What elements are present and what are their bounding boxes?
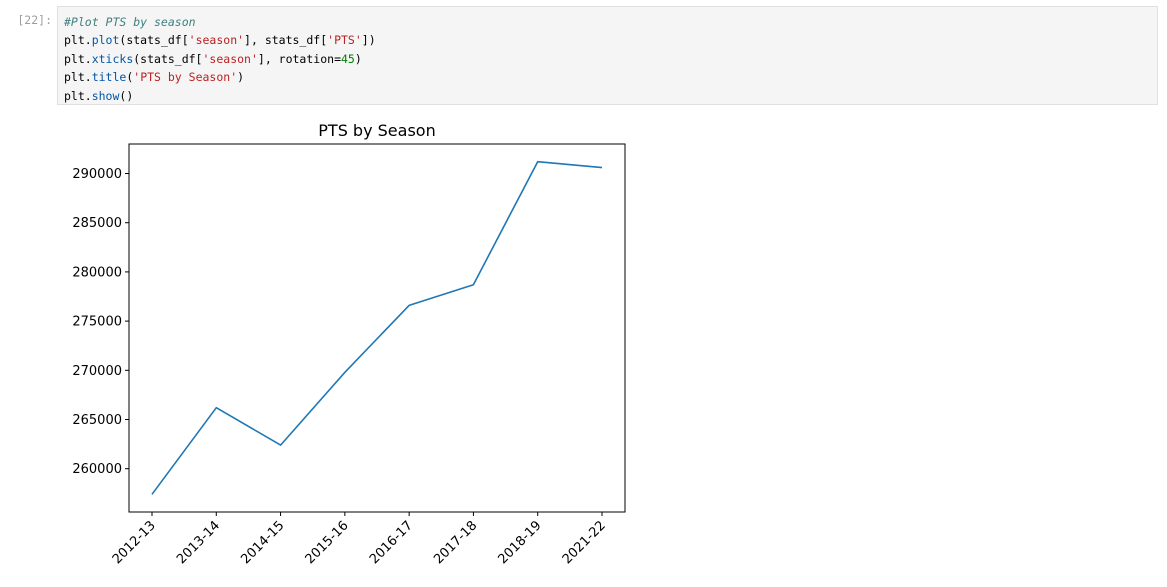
code-token: (stats_df[ <box>119 33 189 48</box>
code-token: ) <box>354 51 362 66</box>
code-number: 45 <box>341 51 355 66</box>
line-chart: PTS by Season 260000 265000 270000 275000 28… <box>72 121 626 567</box>
code-comment: #Plot PTS by season <box>64 15 196 29</box>
x-tick-label: 2014-15 <box>238 518 287 567</box>
y-tick-label: 290000 <box>72 167 122 182</box>
code-function: title <box>91 70 127 85</box>
code-string: 'PTS by Season' <box>133 70 238 85</box>
code-token: ], rotation <box>257 51 335 66</box>
x-tick-label: 2021-22 <box>560 518 609 567</box>
code-string: 'season' <box>202 51 258 66</box>
y-tick-label: 275000 <box>72 315 122 330</box>
execution-count: [22]: <box>17 13 52 27</box>
code-text: #Plot PTS by season plt.plot(stats_df['s… <box>64 13 376 105</box>
cell-output: PTS by Season 260000 265000 270000 275000 28… <box>40 113 640 583</box>
code-token: ( <box>126 70 134 85</box>
code-string: 'PTS' <box>327 33 362 48</box>
code-function: plot <box>91 33 120 48</box>
code-function: xticks <box>91 51 134 66</box>
code-token: plt. <box>64 33 92 48</box>
code-token: plt. <box>64 88 92 103</box>
code-token: ]) <box>361 33 376 48</box>
y-tick-label: 285000 <box>72 216 122 231</box>
x-tick-label: 2012-13 <box>110 518 159 567</box>
y-tick-label: 280000 <box>72 265 122 280</box>
code-token: ], stats_df[ <box>244 33 328 48</box>
series-line-pts <box>151 160 603 495</box>
x-tick-label: 2016-17 <box>367 518 416 567</box>
code-string: 'season' <box>188 33 245 48</box>
y-tick-label: 270000 <box>72 364 122 379</box>
x-tick-label: 2017-18 <box>431 518 480 567</box>
chart-title: PTS by Season <box>318 121 435 140</box>
x-tick-label: 2015-16 <box>303 518 352 567</box>
code-token: () <box>119 88 134 103</box>
code-operator: = <box>334 51 341 66</box>
y-tick-label: 265000 <box>72 413 122 428</box>
y-axis: 260000 265000 270000 275000 280000 285000 2900… <box>72 167 129 477</box>
x-tick-label: 2018-19 <box>496 518 545 567</box>
x-tick-label: 2013-14 <box>174 518 223 567</box>
plot-frame <box>128 143 626 513</box>
code-token: (stats_df[ <box>133 51 203 66</box>
code-token: plt. <box>64 51 92 66</box>
code-editor[interactable]: #Plot PTS by season plt.plot(stats_df['s… <box>57 6 1158 105</box>
code-function: show <box>91 88 120 103</box>
code-token: plt. <box>64 70 92 85</box>
code-token: ) <box>237 70 245 85</box>
y-tick-label: 260000 <box>72 462 122 477</box>
x-axis: 2012-13 2013-14 2014-15 2015-16 2016-17 2017-… <box>110 512 609 567</box>
